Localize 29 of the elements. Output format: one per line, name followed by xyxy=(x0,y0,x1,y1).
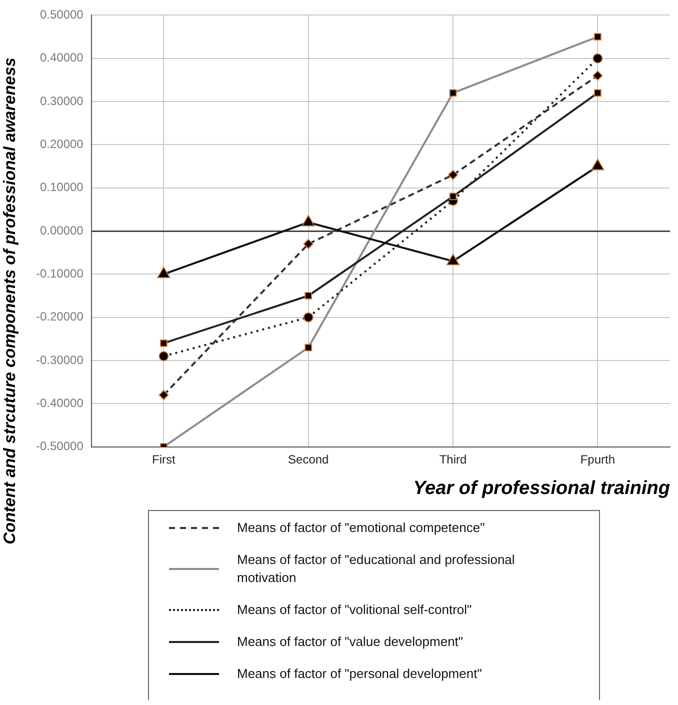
legend-label: Means of factor of "personal development" xyxy=(237,665,482,683)
y-tick-label: -0.10000 xyxy=(36,266,84,280)
y-tick-label: -0.20000 xyxy=(36,310,84,324)
y-tick-label: 0.00000 xyxy=(40,223,84,238)
y-tick-label: -0.40000 xyxy=(36,396,84,410)
x-tick-label: Second xyxy=(288,452,329,466)
y-tick-label: 0.20000 xyxy=(40,136,84,151)
legend-label: Means of factor of "value development" xyxy=(237,633,464,651)
point xyxy=(303,312,314,322)
point xyxy=(449,192,457,200)
legend-label: Means of factor of "educational and professional motivation xyxy=(237,551,516,587)
legend-label: Means of factor of "emotional competence" xyxy=(237,519,485,537)
y-tick-label: -0.30000 xyxy=(36,352,84,367)
legend-label: Means of factor of "volitional self-control" xyxy=(237,601,472,619)
x-tick-label: Third xyxy=(439,452,467,466)
y-tick-label: 0.40000 xyxy=(40,50,84,65)
x-tick-label: First xyxy=(152,452,176,466)
y-tick-label: 0.30000 xyxy=(40,94,84,108)
y-axis-title: Content and strcuture components of professional awareness xyxy=(1,56,20,546)
point xyxy=(160,340,168,347)
y-tick-label: 0.50000 xyxy=(40,8,84,22)
y-tick-label: -0.50000 xyxy=(36,439,84,454)
x-axis-title: Year of professional training xyxy=(413,478,670,499)
x-tick-label: Fpurth xyxy=(580,452,616,466)
point xyxy=(594,89,602,97)
point xyxy=(158,351,169,362)
point xyxy=(304,292,312,300)
point xyxy=(592,53,603,64)
y-tick-label: 0.10000 xyxy=(40,180,84,194)
